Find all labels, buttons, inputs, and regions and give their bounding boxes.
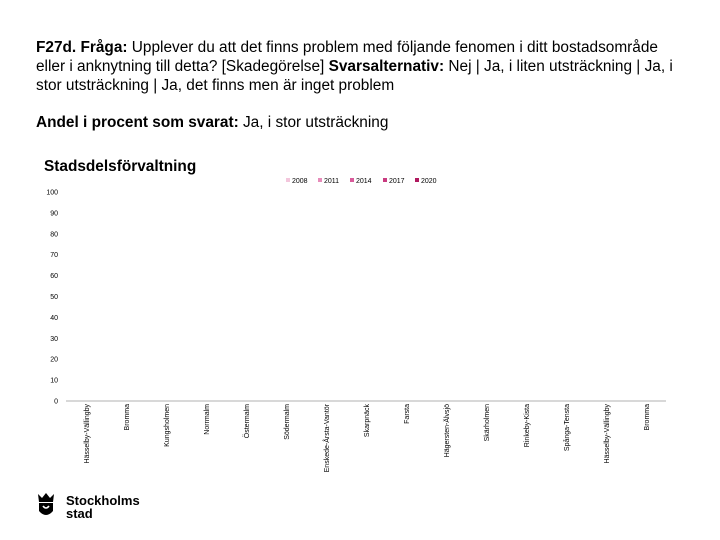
subheading: Andel i procent som svarat: Ja, i stor u… <box>36 114 388 132</box>
y-tick-label: 100 <box>46 190 58 197</box>
x-tick-label: Hässelby-Vällingby <box>84 404 91 464</box>
x-tick-label: Kungsholmen <box>164 404 171 447</box>
y-tick-label: 10 <box>50 378 58 385</box>
y-tick-label: 0 <box>54 399 58 406</box>
y-tick-label: 30 <box>50 336 58 343</box>
y-tick-label: 60 <box>50 273 58 280</box>
x-tick-labels: Hässelby-Vällingby Bromma Kungsholmen Norrm… <box>84 403 651 472</box>
legend-swatch <box>383 178 387 182</box>
y-tick-label: 90 <box>50 210 58 217</box>
legend-item: 2014 <box>350 178 372 185</box>
y-tick-label: 70 <box>50 252 58 259</box>
y-tick-label: 50 <box>50 294 58 301</box>
x-tick-label: Östermalm <box>243 404 251 438</box>
x-tick-label: Södermalm <box>284 404 291 440</box>
x-tick-label: Norrmalm <box>204 404 211 435</box>
legend-item: 2017 <box>383 178 405 185</box>
legend-label: 2017 <box>389 178 405 185</box>
question-prefix: F27d. Fråga: <box>36 39 128 56</box>
legend-label: 2014 <box>356 178 372 185</box>
x-tick-label: Farsta <box>404 404 411 424</box>
x-tick-label: Rinkeby-Kista <box>524 404 531 447</box>
question-heading: F27d. Fråga: Upplever du att det finns p… <box>36 38 686 95</box>
answer-options-prefix: Svarsalternativ: <box>328 58 445 75</box>
legend-label: 2008 <box>292 178 308 185</box>
legend-label: 2011 <box>324 178 339 185</box>
legend-swatch <box>350 178 354 182</box>
question-text: Upplever du att det finns problem med fö… <box>36 39 658 75</box>
y-tick-label: 20 <box>50 357 58 364</box>
legend-swatch <box>415 178 419 182</box>
logo-line-1: Stockholms <box>66 493 140 508</box>
legend-item: 2011 <box>318 178 339 185</box>
subheading-prefix: Andel i procent som svarat: <box>36 114 239 131</box>
logo-line-2: stad <box>66 506 93 521</box>
x-tick-label: Skärholmen <box>484 404 491 441</box>
logo <box>38 493 54 515</box>
x-tick-label: Skarpnäck <box>364 404 371 438</box>
y-tick-label: 40 <box>50 315 58 322</box>
x-tick-label: Hägersten-Älvsjö <box>443 404 451 457</box>
legend: 2008 2011 2014 2017 2020 <box>286 178 437 185</box>
logo-text: Stockholms stad <box>66 494 140 520</box>
legend-swatch <box>318 178 322 182</box>
crown-shield-icon <box>38 493 54 515</box>
answer-options-text: Nej | Ja, i liten utsträckning | Ja, i s… <box>36 58 673 94</box>
y-axis: 0 10 20 30 40 50 60 70 80 90 100 <box>46 190 58 406</box>
legend-item: 2008 <box>286 178 308 185</box>
legend-item: 2020 <box>415 178 437 185</box>
x-tick-label: Hässelby-Vällingby <box>604 404 611 464</box>
y-tick-label: 80 <box>50 231 58 238</box>
legend-label: 2020 <box>421 178 437 185</box>
x-tick-label: Enskede-Årsta-Vantör <box>322 403 331 472</box>
legend-swatch <box>286 178 290 182</box>
chart-title: Stadsdelsförvaltning <box>44 158 197 175</box>
x-tick-label: Bromma <box>644 404 651 431</box>
x-tick-label: Bromma <box>124 404 131 431</box>
x-tick-label: Spånga-Tensta <box>563 404 571 451</box>
subheading-text: Ja, i stor utsträckning <box>242 114 389 131</box>
